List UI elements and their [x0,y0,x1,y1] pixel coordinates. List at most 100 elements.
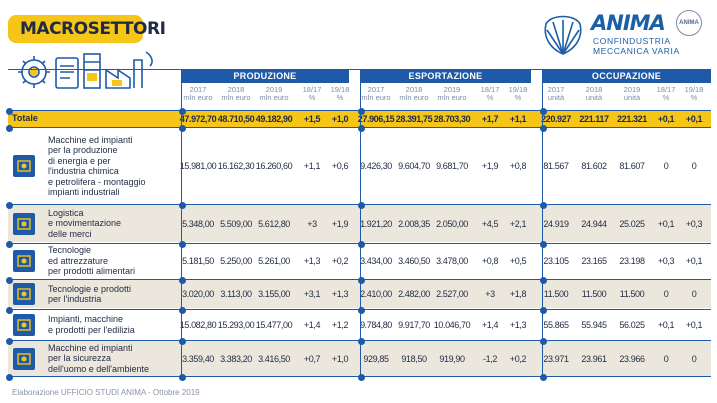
subheader-occ-1: 2018 unità [585,85,603,102]
subheader-prod-0: 2017 mln euro [183,85,213,102]
row-value: 11.500 [619,289,645,299]
row-value: 24.944 [581,218,607,229]
row-label-line: dell'uomo e dell'ambiente [48,363,149,374]
totale-value: 221.117 [579,114,609,124]
logistics-icon [13,212,35,235]
industry-gears-icon [13,283,35,305]
subheader-exp-4: 19/18% [508,85,528,102]
row-label: Macchine ed impianti per la produzione di … [48,135,146,198]
grid-node [539,201,547,209]
row-value: 5.261,00 [258,256,290,266]
row-value: +0,2 [509,353,527,364]
grid-node [6,124,13,132]
row-value: +0,1 [685,319,703,330]
row-value: 3.155,00 [258,289,290,299]
row-value: 929,85 [363,353,389,364]
grid-node [6,201,13,209]
grid-node [539,124,547,132]
row-label-line: impianti industriali [48,187,120,197]
row-value: 56.025 [619,319,645,330]
row-value: +3 [485,289,495,299]
row-value: 3.383,20 [220,353,252,364]
row-value: +0,2 [331,256,349,266]
subheader-occ-4: 19/18% [684,85,704,102]
row-value: 5.250,00 [220,256,252,266]
logo-line1: CONFINDUSTRIA [593,36,671,46]
safety-icon [13,347,35,370]
row-value: 2.482,00 [398,289,430,299]
row-value: +1,3 [509,319,527,330]
row-value: 3.460,50 [398,256,430,266]
row-label-line: ed attrezzature [48,255,109,266]
row-value: +0,1 [657,319,675,330]
subheader-occ-2: 2019 unità [623,85,641,102]
row-value: 24.919 [543,218,569,229]
row-value: 2.050,00 [436,218,468,229]
row-label: Macchine ed impianti per la sicurezza dell… [48,343,149,375]
grid-node [6,306,13,314]
row-divider [8,69,711,70]
row-label-line: Tecnologie e prodotti [48,283,132,294]
subheader-exp-0: 2017 mln euro [361,85,391,102]
row-value: 0 [691,289,697,299]
row-value: +3,1 [303,289,321,299]
row-value: +2,1 [509,218,527,229]
row-label: Logistica e movimentazione delle merci [48,208,121,240]
grid-node [6,337,13,345]
grid-node [357,240,365,248]
grid-node [178,201,186,209]
subheader-exp-2: 2019 mln euro [437,85,467,102]
row-value: 919,90 [439,353,465,364]
row-value: 23.165 [581,256,607,266]
industrial-plant-icon [13,155,35,177]
row-label-line: Macchine ed impianti [48,134,133,145]
row-label-line: Impianti, macchine [48,314,124,324]
row-value: +1,4 [303,319,321,330]
subheader-prod-3: 18/17% [302,85,322,102]
row-value: +0,3 [685,218,703,229]
column-divider [542,69,543,376]
row-value: +1,4 [481,319,499,330]
totale-value: 28.703,30 [433,114,471,124]
row-value: 81.567 [543,161,569,171]
totale-value: +1,1 [509,114,527,124]
row-value: 23.961 [581,353,607,364]
totale-value: 47.972,70 [179,114,217,124]
grid-node [357,337,365,345]
machinery-illustration [18,51,153,89]
row-value: 2.008,35 [398,218,430,229]
grid-node [357,373,365,381]
row-label-line: e prodotti per l'edilizia [48,324,135,335]
row-value: +3 [307,218,317,229]
subheader-exp-3: 18/17% [480,85,500,102]
row-value: 3.434,00 [360,256,392,266]
row-value: +1,2 [331,319,349,330]
row-value: 2.410,00 [360,289,392,299]
totale-value: 221.321 [617,114,647,124]
subheader-prod-4: 19/18% [330,85,350,102]
grid-node [178,373,186,381]
row-label-line: di energia e per [48,155,111,166]
grid-node [6,240,13,248]
row-value: 9.681,70 [436,161,468,171]
subheader-exp-1: 2018 mln euro [399,85,429,102]
logo-line2: MECCANICA VARIA [593,46,680,56]
row-label: Tecnologie ed attrezzature per prodotti al… [48,245,135,277]
row-value: 15.981,00 [179,161,217,171]
source-footer: Elaborazione UFFICIO STUDI ANIMA - Ottob… [12,388,200,397]
logo-brand: ANIMA [591,11,666,35]
row-value: 81.607 [619,161,645,171]
subheader-occ-3: 18/17% [656,85,676,102]
grid-node [539,373,547,381]
row-label-line: per prodotti alimentari [48,266,136,277]
row-value: +1,3 [303,256,321,266]
row-value: +0,6 [331,161,349,171]
anima-logo: ANIMA ANIMA CONFINDUSTRIA MECCANICA VARI… [541,8,711,56]
totale-value: 28.391,75 [395,114,433,124]
grid-node [539,276,547,284]
row-value: 81.602 [581,161,607,171]
row-label-line: Tecnologie [48,245,92,256]
grid-node [539,306,547,314]
row-label-line: per la produzione [48,145,118,155]
totale-value: 220.927 [541,114,571,124]
